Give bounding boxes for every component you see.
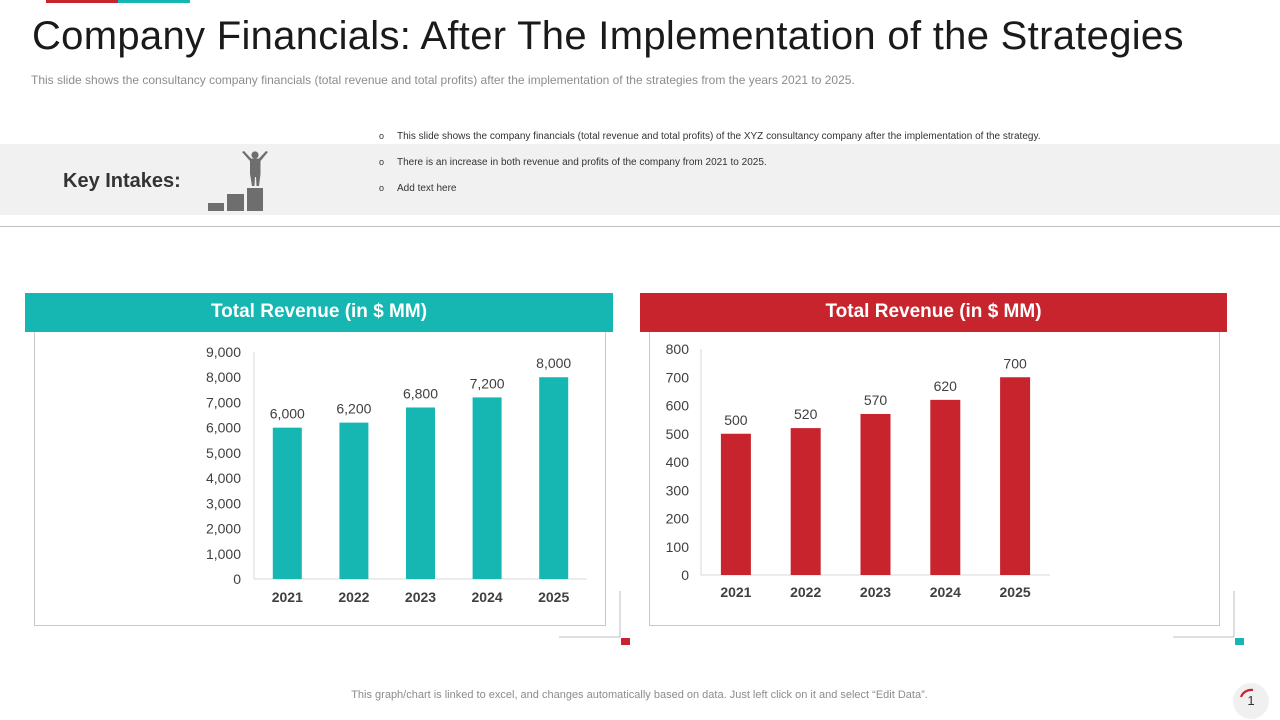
x-tick-label: 2025 [1000,584,1031,600]
data-label: 700 [1003,355,1027,371]
y-tick-label: 200 [666,511,690,527]
y-tick-label: 3,000 [206,495,241,511]
x-tick-label: 2021 [272,589,303,605]
profit-chart-frame [649,331,1220,626]
bar [539,377,569,579]
y-tick-label: 300 [666,482,690,498]
podium-person-icon [208,151,268,211]
x-tick-label: 2024 [930,584,961,600]
profit-chart-title: Total Revenue (in $ MM) [640,293,1227,332]
revenue-chart-frame [34,331,606,626]
x-tick-label: 2023 [405,589,436,605]
data-label: 500 [724,412,748,428]
page-title: Company Financials: After The Implementa… [32,14,1184,58]
data-label: 6,000 [270,406,305,422]
key-intake-bullet: Add text here [378,183,1040,209]
page-number: 1 [1247,693,1255,708]
y-tick-label: 600 [666,398,690,414]
y-tick-label: 500 [666,426,690,442]
accent-bar-teal [118,0,190,3]
page-number-badge: 1 [1233,683,1269,719]
bar [930,399,961,575]
data-label: 570 [864,392,888,408]
x-tick-label: 2023 [860,584,891,600]
revenue-chart-title: Total Revenue (in $ MM) [25,293,613,332]
key-intake-bullet: There is an increase in both revenue and… [378,157,1040,183]
bar [472,397,502,579]
x-tick-label: 2025 [538,589,569,605]
x-tick-label: 2021 [720,584,751,600]
y-tick-label: 5,000 [206,445,241,461]
accent-bar-red [46,0,118,3]
bar [272,427,302,579]
key-intakes-list: This slide shows the company financials … [378,131,1040,209]
y-tick-label: 700 [666,369,690,385]
data-label: 520 [794,406,818,422]
y-tick-label: 6,000 [206,420,241,436]
x-tick-label: 2024 [472,589,503,605]
chart-corner-marker [1173,591,1244,645]
x-tick-label: 2022 [790,584,821,600]
data-label: 6,800 [403,385,438,401]
data-label: 8,000 [536,355,571,371]
x-tick-label: 2022 [338,589,369,605]
y-tick-label: 9,000 [206,344,241,360]
section-divider [0,226,1280,227]
data-label: 7,200 [470,375,505,391]
data-label: 620 [934,378,958,394]
key-intakes-label: Key Intakes: [63,170,181,192]
data-label: 6,200 [336,401,371,417]
bar [720,433,751,575]
y-tick-label: 800 [666,341,690,357]
bar [1000,377,1031,575]
page-badge-arc-icon [1239,688,1254,698]
bar [790,428,821,575]
footer-note: This graph/chart is linked to excel, and… [351,689,928,701]
y-tick-label: 400 [666,454,690,470]
y-tick-label: 0 [681,567,689,583]
bar [860,413,891,575]
y-tick-label: 1,000 [206,546,241,562]
page-subtitle: This slide shows the consultancy company… [31,73,855,87]
y-tick-label: 7,000 [206,394,241,410]
y-tick-label: 2,000 [206,521,241,537]
key-intake-bullet: This slide shows the company financials … [378,131,1040,157]
y-tick-label: 4,000 [206,470,241,486]
y-tick-label: 100 [666,539,690,555]
bar [339,422,369,579]
chart-corner-marker [559,591,630,645]
y-tick-label: 0 [233,571,241,587]
bar [406,407,435,579]
y-tick-label: 8,000 [206,369,241,385]
